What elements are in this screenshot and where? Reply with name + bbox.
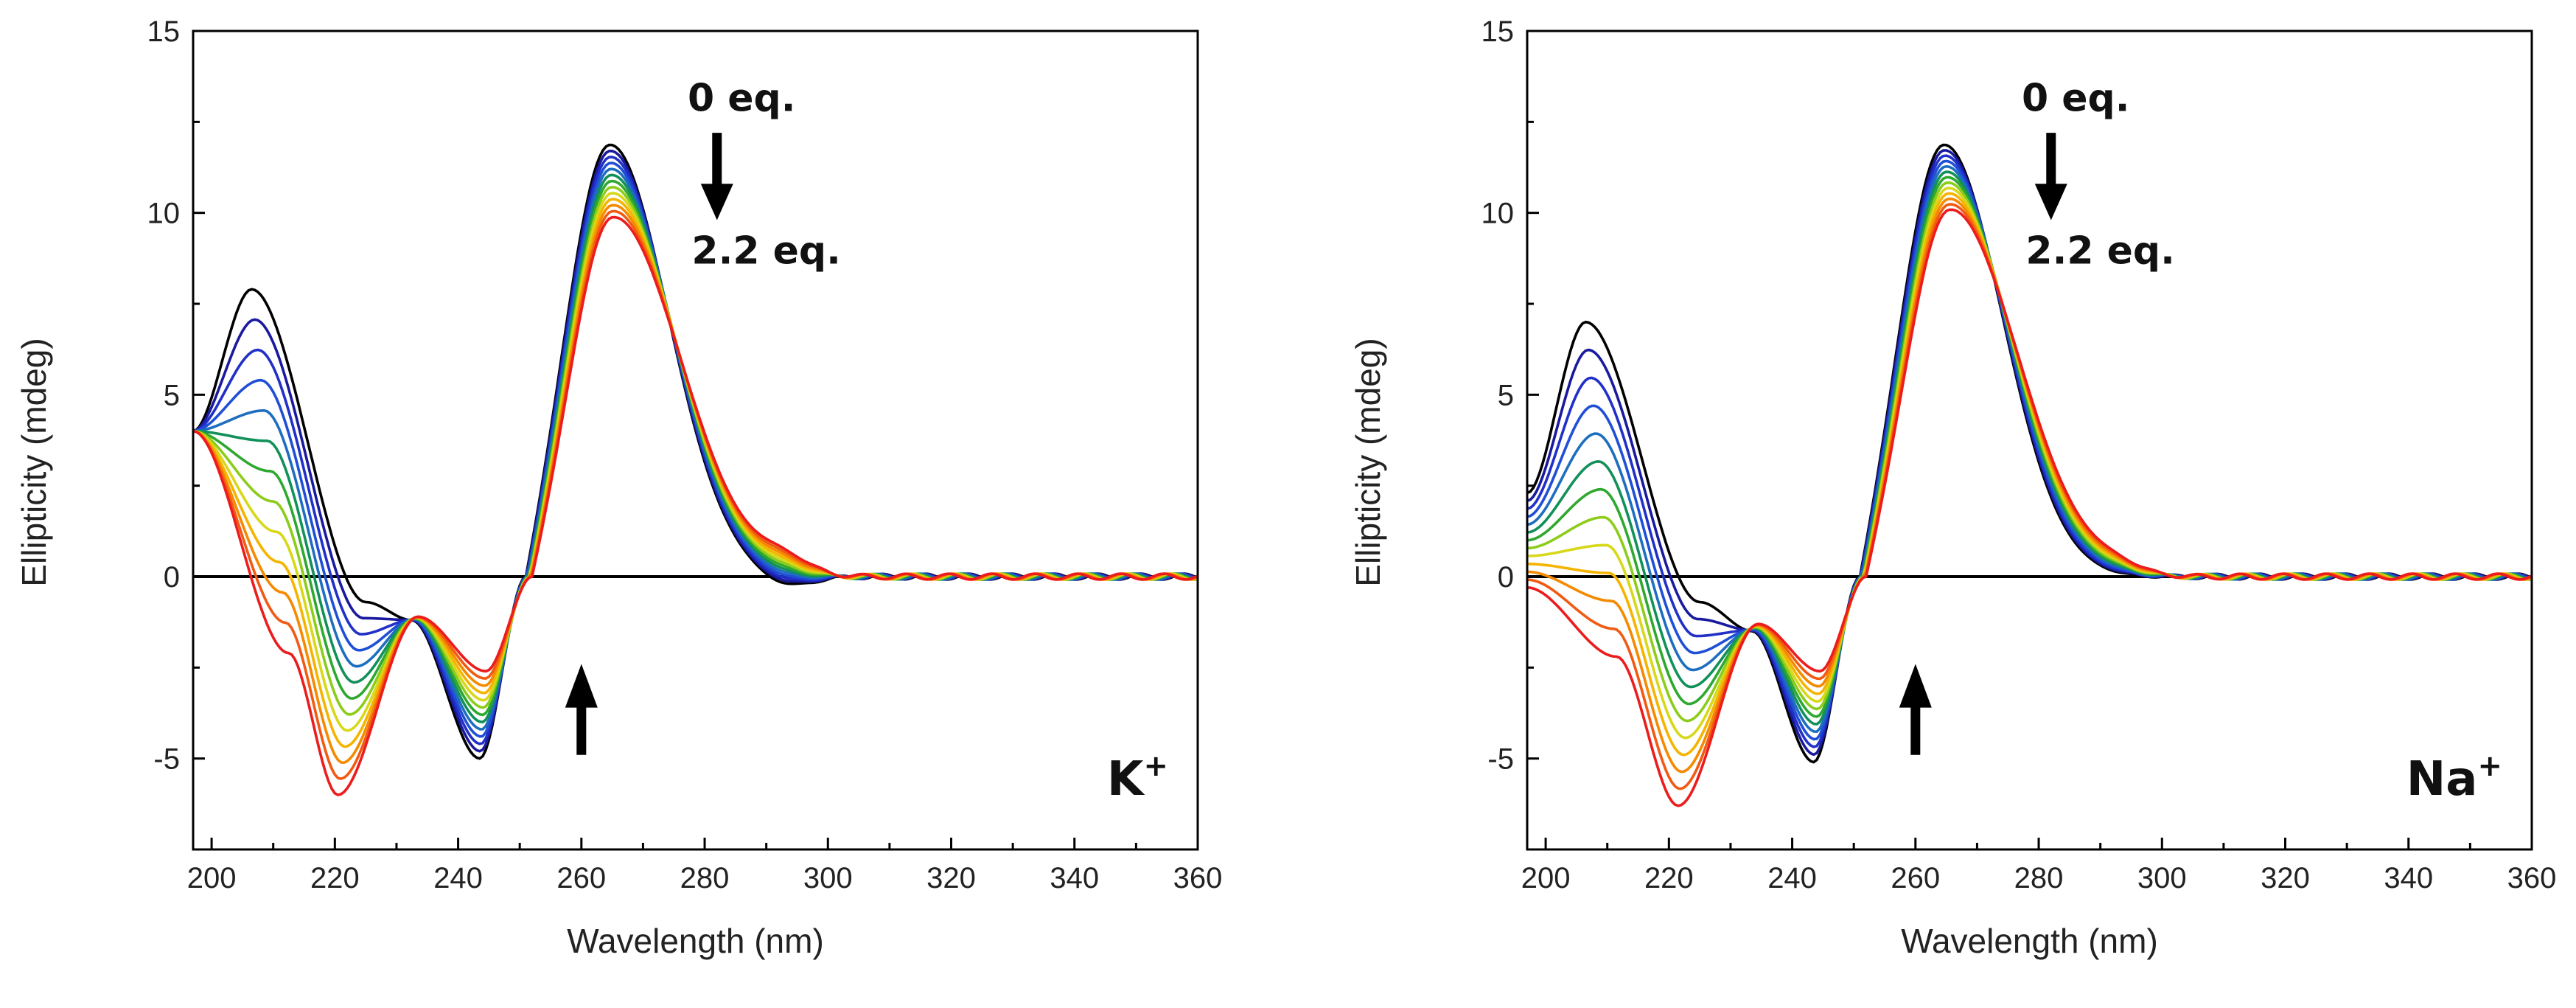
annotation-start-eq: 0 eq. <box>688 77 796 121</box>
x-tick-label: 280 <box>680 862 730 894</box>
arrow-down-icon <box>700 184 733 220</box>
series-group <box>1527 143 2532 807</box>
y-tick-label: 0 <box>164 561 180 594</box>
ion-label: K+ <box>1107 749 1168 807</box>
annotation-start-eq: 0 eq. <box>2022 77 2130 121</box>
ion-charge: + <box>1143 749 1168 783</box>
x-tick-label: 260 <box>556 862 606 894</box>
series-line-11 <box>1527 203 2532 790</box>
x-tick-label: 200 <box>187 862 237 894</box>
ion-symbol: Na <box>2406 752 2478 807</box>
annotation-end-eq: 2.2 eq. <box>691 229 840 274</box>
arrow-down-icon <box>2034 184 2067 220</box>
series-group <box>193 143 1198 796</box>
x-tick-label: 260 <box>1891 862 1940 894</box>
panel-k-plus: 200 220 240 260 280 300 320 340 360 -5 0 5 10 15 Wavel… <box>15 15 1222 960</box>
series-line-12 <box>193 215 1198 796</box>
y-tick-label: 5 <box>164 379 180 411</box>
x-tick-label: 340 <box>1050 862 1099 894</box>
y-axis-label: Ellipticity (mdeg) <box>15 338 53 586</box>
x-tick-label: 360 <box>2507 862 2557 894</box>
series-line-10 <box>1527 197 2532 774</box>
y-tick-label: 10 <box>147 198 181 230</box>
x-tick-label: 300 <box>2137 862 2187 894</box>
x-tick-label: 320 <box>2261 862 2310 894</box>
x-tick-label: 340 <box>2384 862 2433 894</box>
x-tick-label: 220 <box>1644 862 1694 894</box>
ion-symbol: K <box>1107 752 1145 807</box>
x-tick-label: 360 <box>1173 862 1223 894</box>
arrow-up-icon <box>1899 664 1932 708</box>
y-axis-label: Ellipticity (mdeg) <box>1349 338 1387 586</box>
x-axis-label: Wavelength (nm) <box>567 922 824 960</box>
plot-frame <box>1526 29 2533 851</box>
x-tick-label: 240 <box>433 862 483 894</box>
x-tick-label: 200 <box>1521 862 1571 894</box>
y-tick-label: -5 <box>153 743 180 776</box>
ion-charge: + <box>2477 749 2502 783</box>
series-line-8 <box>193 192 1198 732</box>
x-tick-label: 240 <box>1767 862 1817 894</box>
series-line-10 <box>193 204 1198 764</box>
annotation-end-eq: 2.2 eq. <box>2025 229 2174 274</box>
ion-label: Na+ <box>2406 749 2502 807</box>
y-tick-label: 0 <box>1498 561 1514 594</box>
y-tick-label: 15 <box>1481 15 1515 48</box>
y-tick-label: 10 <box>1481 198 1515 230</box>
plot-frame <box>192 29 1199 851</box>
x-tick-label: 280 <box>2014 862 2064 894</box>
y-tick-label: 5 <box>1498 379 1514 411</box>
x-tick-label: 220 <box>310 862 360 894</box>
x-tick-label: 320 <box>926 862 976 894</box>
series-line-9 <box>193 198 1198 748</box>
x-axis-label: Wavelength (nm) <box>1901 922 2158 960</box>
y-tick-label: 15 <box>147 15 181 48</box>
panel-na-plus: 200 220 240 260 280 300 320 340 360 -5 0 5 10 15 Wavel… <box>1349 15 2556 960</box>
y-tick-label: -5 <box>1487 743 1514 776</box>
arrow-up-icon <box>565 664 598 708</box>
series-line-9 <box>1527 192 2532 757</box>
x-tick-label: 300 <box>803 862 853 894</box>
series-line-12 <box>1527 208 2532 807</box>
